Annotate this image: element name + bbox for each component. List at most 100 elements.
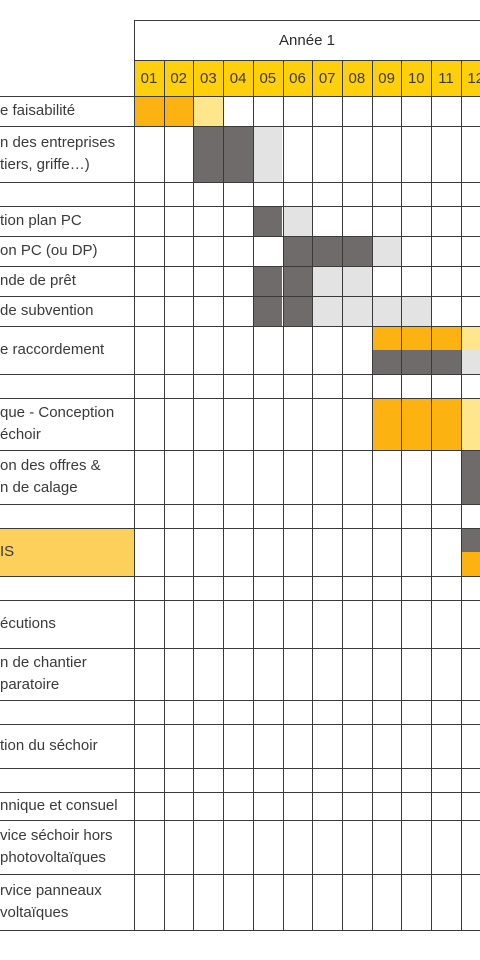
grid-line: [282, 60, 284, 930]
task-label-text: écutions: [0, 613, 56, 635]
grid-line: [0, 326, 480, 327]
task-label-line: e raccordement: [0, 341, 105, 358]
gantt-bar: [431, 350, 461, 374]
gantt-bar: [460, 398, 480, 450]
task-label-text: que - Conception échoir: [0, 402, 114, 446]
gantt-bar: [134, 96, 164, 126]
grid-line: [0, 648, 480, 649]
task-label-text: tion du séchoir: [0, 735, 98, 757]
grid-line: [0, 374, 480, 375]
grid-line: [371, 60, 373, 930]
gantt-bar: [252, 296, 283, 326]
grid-line: [401, 60, 403, 930]
grid-line: [0, 768, 480, 769]
grid-line: [163, 60, 165, 930]
task-label-line: on des offres &: [0, 457, 101, 474]
grid-line: [0, 576, 480, 577]
grid-line: [0, 450, 480, 451]
grid-line: [0, 236, 480, 237]
task-label-line: on PC (ou DP): [0, 242, 98, 259]
grid-line: [0, 504, 480, 505]
task-label-text: rvice panneaux voltaïques: [0, 880, 102, 924]
task-label: tion du séchoir: [0, 724, 134, 768]
gantt-bar: [282, 206, 313, 236]
task-label-line: vice séchoir hors: [0, 827, 113, 844]
gantt-bar: [252, 206, 283, 236]
grid-line: [460, 60, 462, 930]
task-label-line: n des entreprises: [0, 134, 116, 151]
task-label-line: e faisabilité: [0, 102, 76, 119]
grid-line: [0, 930, 480, 931]
gantt-bar: [252, 266, 283, 296]
gantt-bar: [401, 326, 431, 350]
task-label-text: tion plan PC: [0, 210, 82, 232]
month-header-07: 07: [318, 69, 336, 87]
task-label-text: vice séchoir hors photovoltaïques: [0, 825, 113, 869]
task-label: écutions: [0, 600, 134, 648]
gantt-bar: [401, 398, 431, 450]
task-label: e raccordement: [0, 326, 134, 374]
month-header-01: 01: [140, 69, 158, 87]
task-label-text: e faisabilité: [0, 100, 75, 122]
task-label-text: on des offres & n de calage: [0, 455, 101, 499]
task-label: e faisabilité: [0, 96, 134, 126]
gantt-bar: [431, 326, 461, 350]
month-header-06: 06: [289, 69, 306, 87]
gantt-bar: [163, 96, 194, 126]
task-label-line: rvice panneaux: [0, 882, 102, 899]
task-label-line: tiers, griffe…): [0, 156, 90, 173]
task-label-text: nde de prêt: [0, 270, 76, 292]
gantt-bar: [341, 236, 372, 266]
gantt-bar: [371, 296, 402, 326]
task-label-line: tion plan PC: [0, 212, 82, 229]
gantt-bar: [460, 552, 480, 576]
month-header-12: 12: [467, 69, 480, 87]
month-header-02: 02: [170, 69, 188, 87]
gantt-bar: [460, 528, 480, 552]
gantt-bar: [312, 236, 342, 266]
task-label: [0, 182, 134, 206]
task-label-line: nde de prêt: [0, 272, 76, 289]
task-label: de subvention: [0, 296, 134, 326]
task-label: on des offres & n de calage: [0, 450, 134, 504]
gantt-bar: [341, 266, 372, 296]
task-label-line: de subvention: [0, 302, 94, 319]
gantt-bar: [460, 326, 480, 350]
gantt-bar: [460, 350, 480, 374]
grid-line: [0, 398, 480, 399]
gantt-bar: [193, 96, 224, 126]
task-label-line: voltaïques: [0, 904, 69, 921]
gantt-bar: [223, 126, 253, 182]
month-header-10: 10: [407, 69, 425, 87]
task-label: [0, 374, 134, 398]
task-label: IS: [0, 528, 134, 576]
month-header-band: [134, 60, 480, 96]
month-header-04: 04: [229, 69, 247, 87]
month-header-03: 03: [200, 69, 217, 87]
grid-line: [0, 600, 480, 601]
gantt-bar: [371, 398, 402, 450]
grid-line: [0, 266, 480, 267]
task-label-text: on PC (ou DP): [0, 240, 98, 262]
task-label: [0, 768, 134, 792]
task-label-line: n de calage: [0, 479, 78, 496]
task-label: [0, 700, 134, 724]
gantt-bar: [282, 236, 313, 266]
grid-line: [134, 20, 480, 21]
gantt-bar: [431, 398, 461, 450]
gantt-bar: [401, 350, 431, 374]
year-header: Année 1: [279, 31, 335, 49]
grid-line: [0, 96, 480, 97]
grid-line: [341, 60, 343, 930]
grid-line: [252, 60, 254, 930]
grid-line: [0, 792, 480, 793]
task-label-text: de subvention: [0, 300, 93, 322]
task-label-text: IS: [0, 541, 14, 563]
grid-line: [0, 528, 480, 529]
task-label-text: e raccordement: [0, 339, 104, 361]
task-label-line: que - Conception: [0, 404, 115, 421]
task-label: [0, 504, 134, 528]
task-label: tion plan PC: [0, 206, 134, 236]
grid-line: [0, 182, 480, 183]
